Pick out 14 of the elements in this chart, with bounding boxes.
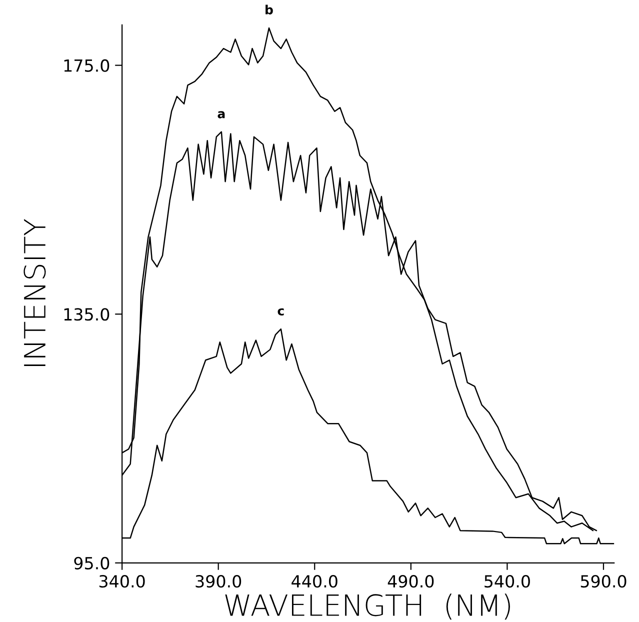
y-tick-label: 95.0: [74, 556, 110, 570]
x-axis-title: WAVELENGTH (NM): [225, 594, 510, 620]
series-label: a: [218, 111, 225, 118]
y-axis-title: INTENSITY: [24, 218, 46, 366]
x-tick-label: 540.0: [484, 575, 530, 588]
series-label: c: [278, 308, 284, 316]
x-tick-label: 490.0: [388, 575, 434, 588]
y-tick-label: 175.0: [64, 59, 110, 72]
x-tick-label: 590.0: [580, 575, 626, 588]
x-tick-label: 440.0: [292, 575, 338, 588]
x-tick-label: 390.0: [196, 575, 242, 588]
y-tick-label: 135.0: [64, 308, 110, 321]
series-label: b: [266, 4, 273, 14]
x-tick-label: 340.0: [99, 575, 145, 588]
